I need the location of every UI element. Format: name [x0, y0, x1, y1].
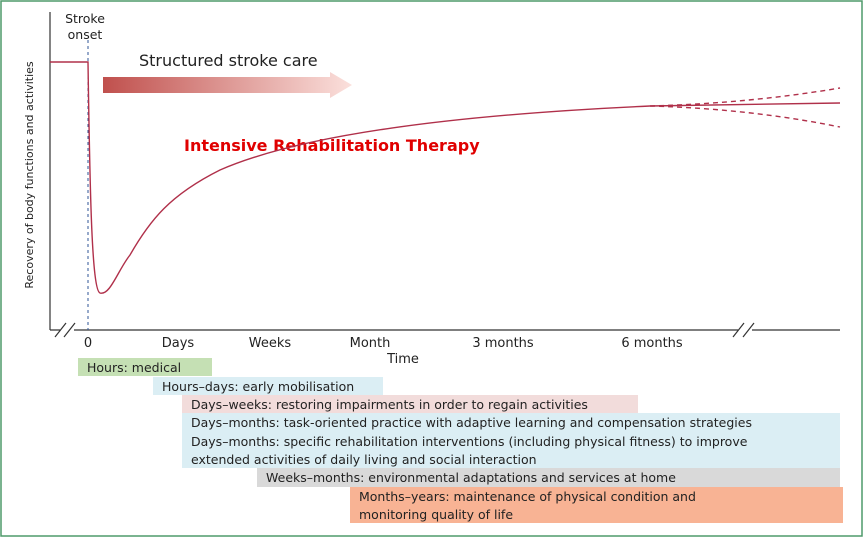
highlight-label: Intensive Rehabilitation Therapy	[184, 136, 480, 155]
x-tick-label: Weeks	[249, 336, 292, 351]
x-axis-label: Time	[386, 352, 419, 367]
phase-label: Hours–days: early mobilisation	[162, 379, 354, 394]
phase-label: monitoring quality of life	[359, 507, 513, 522]
recovery-range	[649, 87, 841, 128]
phase-label: Months–years: maintenance of physical co…	[359, 489, 696, 504]
phase-label: Weeks–months: environmental adaptations …	[266, 470, 676, 485]
phase-box	[350, 487, 843, 523]
x-tick-label: Days	[162, 336, 195, 351]
x-tick-label: Month	[350, 336, 391, 351]
care-arrow	[103, 72, 352, 98]
phase-box	[182, 413, 840, 432]
x-tick-label: 0	[84, 336, 92, 351]
phase-label: Days–months: specific rehabilitation int…	[191, 434, 748, 449]
phase-box	[257, 468, 840, 487]
phase-label: Hours: medical	[87, 360, 181, 375]
phase-label: Days–months: task-oriented practice with…	[191, 415, 752, 430]
phase-box	[182, 432, 840, 468]
x-tick-label: 6 months	[621, 336, 683, 351]
onset-label: Stroke	[65, 11, 105, 26]
phase-box	[78, 358, 212, 376]
phase-label: extended activities of daily living and …	[191, 452, 537, 467]
phase-label: Days–weeks: restoring impairments in ord…	[191, 397, 588, 412]
phase-box	[182, 395, 638, 413]
arrow-label: Structured stroke care	[139, 51, 318, 70]
x-tick-label: 3 months	[472, 336, 534, 351]
recovery-curve	[50, 61, 841, 294]
phase-box	[153, 377, 383, 395]
y-axis-label: Recovery of body functions and activitie…	[23, 61, 36, 289]
axis-break	[54, 322, 755, 338]
onset-label: onset	[68, 27, 103, 42]
